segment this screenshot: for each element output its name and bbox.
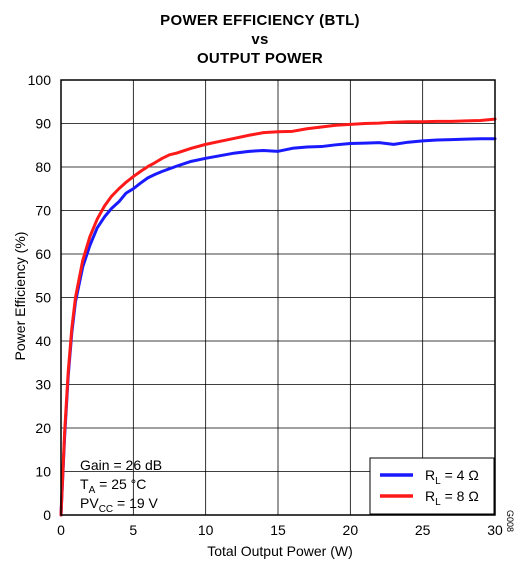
- conditions-note: Gain = 26 dB TA = 25 °C PVCC = 19 V: [80, 457, 162, 515]
- x-tick-label: 30: [487, 522, 503, 538]
- legend-label-rl-8: RL = 8 Ω: [425, 488, 479, 508]
- legend-1-subscript: L: [435, 497, 441, 508]
- chart-title-line-3: OUTPUT POWER: [196, 50, 324, 67]
- y-tick-label: 60: [35, 246, 51, 262]
- y-tick-label: 0: [43, 507, 51, 523]
- gain-condition: Gain = 26 dB: [80, 457, 162, 473]
- x-tick-label: 0: [57, 522, 65, 538]
- y-tick-label: 10: [35, 464, 51, 480]
- legend-1-prefix: R: [425, 488, 435, 504]
- y-axis-title: Power Efficiency (%): [12, 232, 28, 361]
- x-tick-label: 5: [129, 522, 137, 538]
- y-tick-label: 80: [35, 159, 51, 175]
- y-tick-labels: 0 10 20 30 40 50 60 70 80 90 100: [28, 72, 52, 523]
- y-tick-label: 40: [35, 333, 51, 349]
- series-line-rl-4: [59, 137, 497, 517]
- chart-title-line-2: vs: [251, 31, 269, 48]
- y-tick-label: 30: [35, 377, 51, 393]
- legend-0-suffix: = 4 Ω: [441, 467, 479, 483]
- ta-subscript: A: [89, 485, 96, 496]
- x-axis-title: Total Output Power (W): [207, 543, 353, 559]
- plot-frame: [60, 79, 496, 516]
- y-tick-label: 100: [28, 72, 52, 88]
- y-tick-label: 70: [35, 203, 51, 219]
- chart-title-line-1: POWER EFFICIENCY (BTL): [160, 12, 360, 29]
- x-tick-label: 10: [198, 522, 214, 538]
- pvcc-condition: PVCC = 19 V: [80, 495, 159, 515]
- legend: RL = 4 Ω RL = 8 Ω: [369, 457, 495, 515]
- grid-lines: [61, 80, 495, 515]
- legend-1-suffix: = 8 Ω: [441, 488, 479, 504]
- x-tick-labels: 0 5 10 15 20 25 30: [57, 522, 503, 538]
- y-tick-label: 20: [35, 420, 51, 436]
- x-tick-label: 25: [415, 522, 431, 538]
- legend-0-prefix: R: [425, 467, 435, 483]
- ta-condition: TA = 25 °C: [80, 476, 146, 496]
- ta-prefix: T: [80, 476, 89, 492]
- series-line-rl-8: [59, 117, 497, 517]
- pvcc-subscript: CC: [99, 504, 113, 515]
- legend-label-rl-4: RL = 4 Ω: [425, 467, 479, 487]
- x-tick-label: 15: [270, 522, 286, 538]
- series-lines: [59, 117, 497, 517]
- legend-box: [369, 457, 495, 515]
- figure-id: G008: [505, 510, 515, 532]
- ta-suffix: = 25 °C: [95, 476, 146, 492]
- pvcc-suffix: = 19 V: [113, 495, 158, 511]
- pvcc-prefix: PV: [80, 495, 99, 511]
- legend-0-subscript: L: [435, 476, 441, 487]
- y-tick-label: 50: [35, 290, 51, 306]
- x-tick-label: 20: [343, 522, 359, 538]
- y-tick-label: 90: [35, 116, 51, 132]
